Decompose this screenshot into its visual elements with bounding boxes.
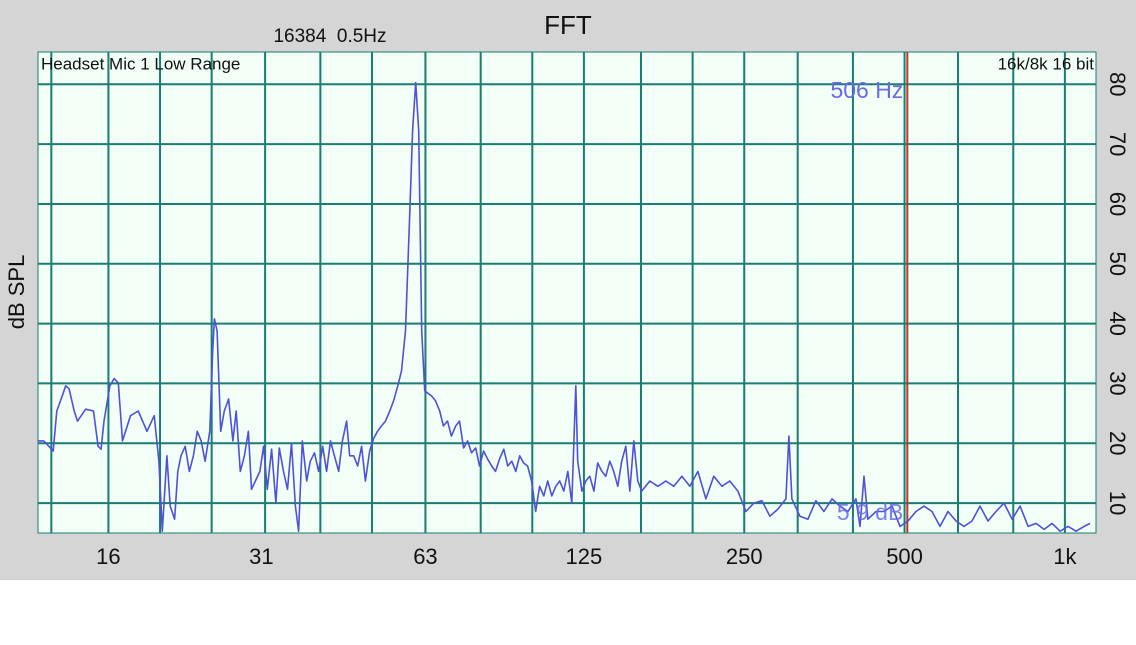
- annotation-left: Headset Mic 1 Low Range: [41, 54, 240, 73]
- y-tick-label: 60: [1105, 192, 1130, 216]
- y-tick-label: 50: [1105, 252, 1130, 276]
- x-tick-label: 250: [726, 544, 763, 569]
- subtitle: 16384 0.5Hz: [273, 26, 386, 47]
- marks: [38, 52, 1091, 533]
- y-axis-label: dB SPL: [4, 255, 29, 330]
- x-tick-label: 125: [566, 544, 603, 569]
- cursor-level-label: 5.9 dB: [837, 499, 904, 525]
- x-tick-label: 63: [413, 544, 437, 569]
- y-tick-label: 40: [1105, 311, 1130, 335]
- cursor-frequency-label: 506 Hz: [830, 77, 903, 103]
- spectrum-line: [38, 81, 1091, 532]
- y-tick-label: 80: [1105, 72, 1130, 96]
- y-tick-label: 10: [1105, 491, 1130, 515]
- x-tick-label: 16: [96, 544, 120, 569]
- chart-title: FFT: [544, 10, 592, 40]
- y-tick-label: 20: [1105, 431, 1130, 455]
- plot-background: [38, 52, 1096, 533]
- y-tick-label: 30: [1105, 371, 1130, 395]
- plot-border: [37, 51, 1097, 534]
- x-tick-label: 1k: [1053, 544, 1077, 569]
- y-tick-label: 70: [1105, 132, 1130, 156]
- annotation-right: 16k/8k 16 bit: [998, 54, 1095, 73]
- x-tick-label: 31: [249, 544, 273, 569]
- grid: [37, 51, 1097, 534]
- x-tick-label: 500: [886, 544, 923, 569]
